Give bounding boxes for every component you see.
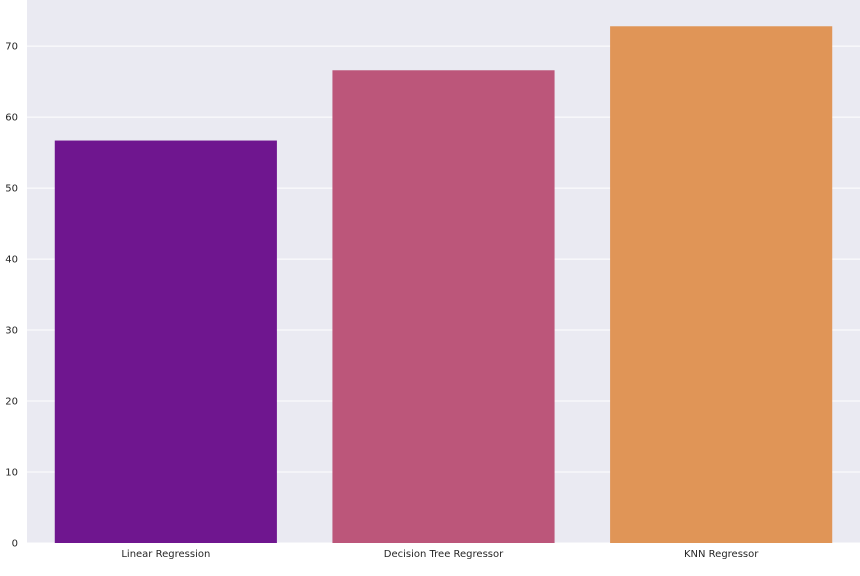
y-tick-label: 40 xyxy=(5,255,18,266)
x-axis-ticks: Linear Regression Decision Tree Regressor… xyxy=(121,549,759,560)
y-axis-ticks: 0 10 20 30 40 50 60 70 xyxy=(5,42,18,550)
y-tick-label: 50 xyxy=(5,184,18,195)
y-tick-label: 20 xyxy=(5,397,18,408)
bar-decision-tree-regressor xyxy=(332,70,555,543)
y-tick-label: 10 xyxy=(5,468,18,479)
x-tick-label: Linear Regression xyxy=(121,549,210,560)
bar-linear-regression xyxy=(54,140,277,543)
y-tick-label: 30 xyxy=(5,326,18,337)
y-tick-label: 60 xyxy=(5,113,18,124)
bars xyxy=(54,26,833,543)
x-tick-label: KNN Regressor xyxy=(684,549,759,560)
x-tick-label: Decision Tree Regressor xyxy=(384,549,504,560)
bar-knn-regressor xyxy=(610,26,833,543)
y-tick-label: 0 xyxy=(12,539,18,550)
y-tick-label: 70 xyxy=(5,42,18,53)
